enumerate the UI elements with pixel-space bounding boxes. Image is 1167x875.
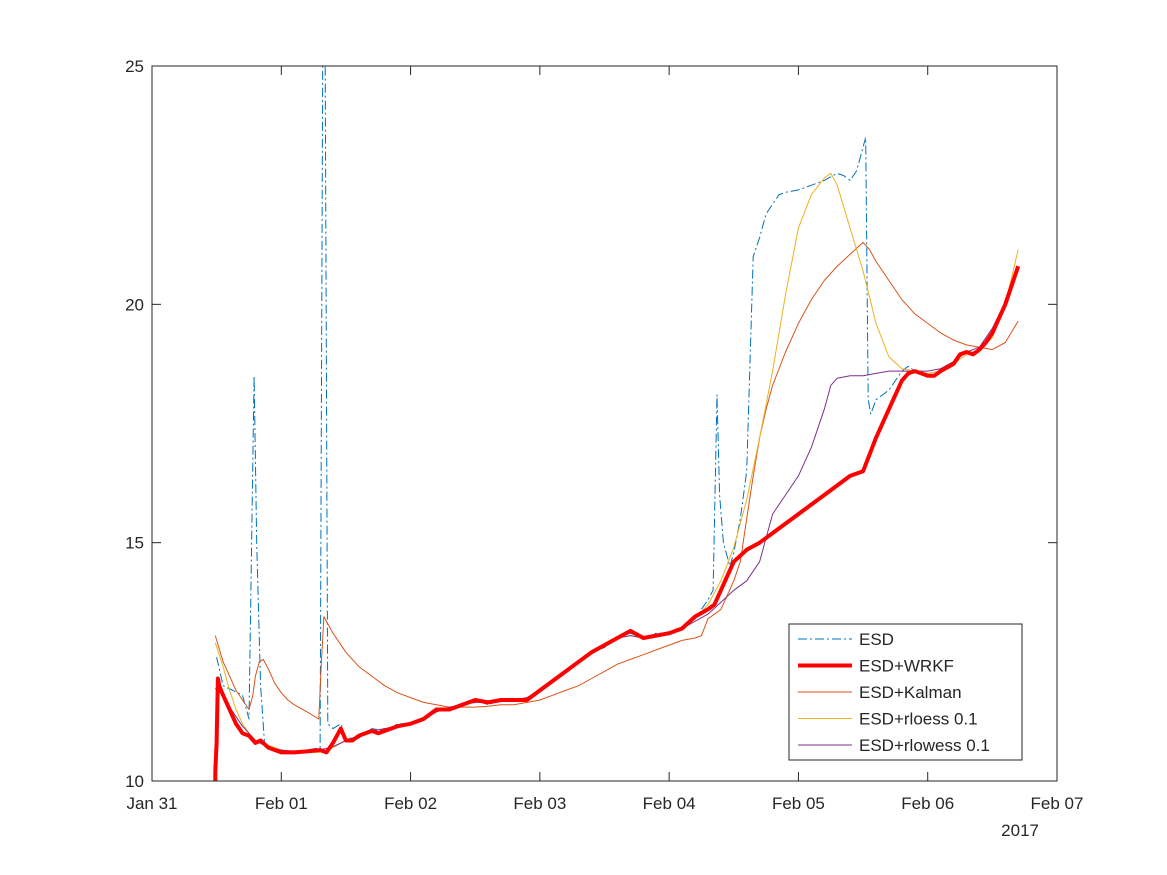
legend-label: ESD — [859, 630, 894, 649]
x-year-label: 2017 — [1001, 821, 1039, 840]
y-tick-label: 25 — [125, 57, 144, 76]
legend-label: ESD+rloess 0.1 — [859, 710, 978, 729]
x-tick-label: Feb 07 — [1031, 794, 1084, 813]
axes-box — [151, 65, 1058, 782]
x-tick-label: Jan 31 — [126, 794, 177, 813]
legend-label: ESD+rlowess 0.1 — [859, 736, 990, 755]
legend: ESD ESD+WRKF ESD+Kalman ESD+rloess 0.1 ESD+r… — [788, 623, 1023, 761]
x-tick-label: Feb 01 — [255, 794, 308, 813]
y-tick-label: 15 — [125, 534, 144, 553]
x-tick-label: Feb 05 — [772, 794, 825, 813]
legend-label: ESD+WRKF — [859, 657, 954, 676]
tick-layer: Jan 31 Feb 01 Feb 02 Feb 03 Feb 04 Feb 05 Feb … — [125, 57, 1083, 813]
series-layer — [213, 66, 1021, 781]
x-tick-label: Feb 04 — [643, 794, 696, 813]
y-tick-label: 20 — [125, 295, 144, 314]
series-line-esd-wrkf — [213, 265, 1021, 781]
x-tick-label: Feb 02 — [384, 794, 437, 813]
y-tick-label: 10 — [125, 772, 144, 791]
series-line-esd-kalman — [214, 241, 1019, 720]
x-tick-label: Feb 06 — [901, 794, 954, 813]
x-tick-label: Feb 03 — [513, 794, 566, 813]
legend-label: ESD+Kalman — [859, 683, 962, 702]
